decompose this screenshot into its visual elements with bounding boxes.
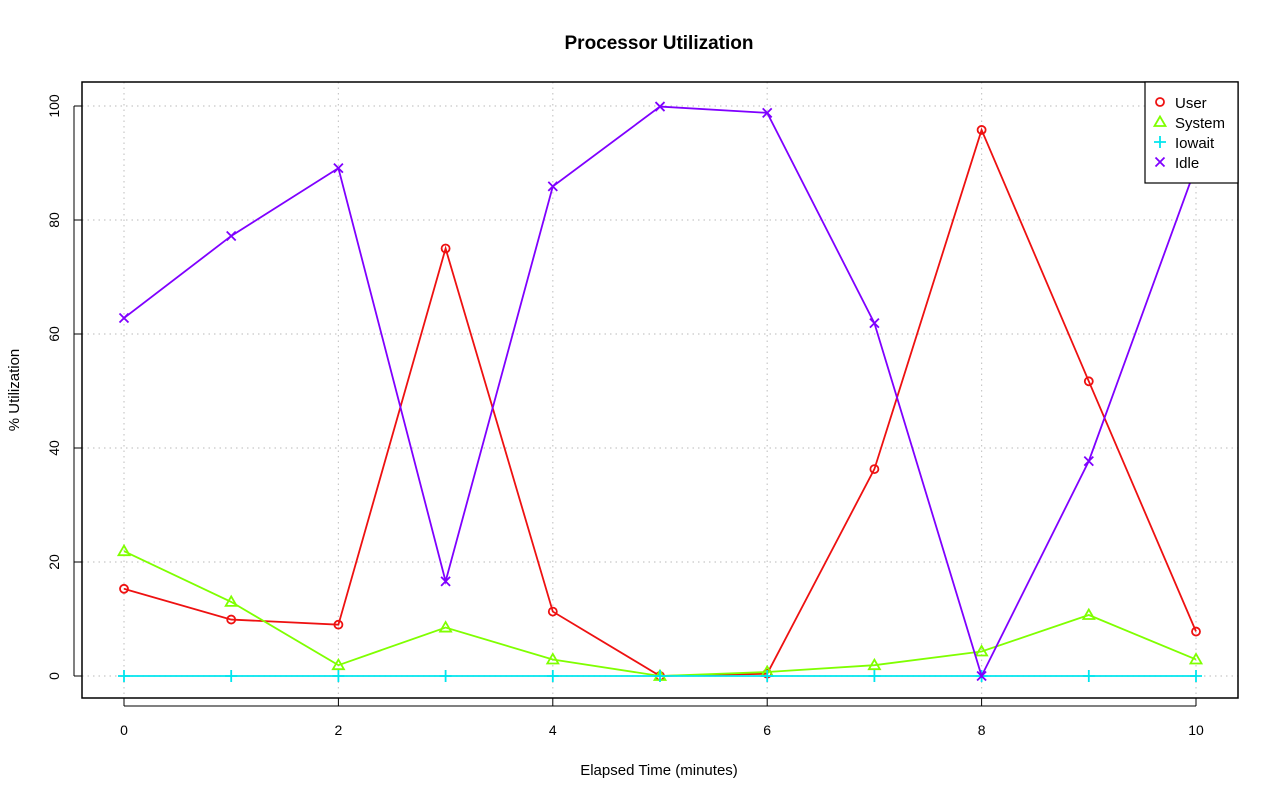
data-point-user <box>226 614 237 625</box>
data-point-idle <box>654 101 666 112</box>
data-point-iowait <box>439 670 452 682</box>
data-point-user <box>119 583 129 594</box>
series-iowait <box>118 670 1202 682</box>
y-tick-label: 0 <box>46 672 62 680</box>
data-point-iowait <box>1082 670 1095 682</box>
data-point-idle <box>333 162 344 174</box>
data-point-user <box>333 619 344 630</box>
x-tick-label: 6 <box>763 722 771 738</box>
y-tick-label: 60 <box>46 326 62 342</box>
data-point-idle <box>547 181 558 192</box>
data-point-iowait <box>868 670 881 682</box>
legend: User System Iowait Idle <box>1144 81 1239 184</box>
plot-frame <box>81 81 1239 699</box>
series-user <box>119 125 1201 681</box>
data-point-user <box>1083 376 1094 387</box>
y-tick-label: 40 <box>46 440 62 456</box>
data-point-user <box>440 243 451 254</box>
data-point-iowait <box>761 670 774 682</box>
data-point-user <box>869 464 880 474</box>
legend-marker-iowait <box>1154 136 1166 148</box>
x-tick-label: 8 <box>978 722 986 738</box>
x-axis-label: Elapsed Time (minutes) <box>580 762 738 779</box>
data-point-iowait <box>225 670 238 682</box>
x-tick-label: 4 <box>549 722 557 738</box>
data-point-iowait <box>654 670 666 682</box>
data-point-system <box>1081 607 1096 620</box>
series-line-user <box>123 127 1197 677</box>
data-point-user <box>1191 626 1201 637</box>
data-point-idle <box>762 107 773 118</box>
data-point-idle <box>226 230 237 242</box>
chart-title: Processor Utilization <box>565 33 754 54</box>
data-point-idle <box>976 670 987 682</box>
data-point-idle <box>440 576 451 587</box>
data-point-system <box>331 657 346 671</box>
series-system <box>116 543 1204 681</box>
series-layer <box>116 101 1204 682</box>
x-tick-label: 10 <box>1188 722 1204 738</box>
data-point-system <box>545 652 560 665</box>
x-tick-label: 2 <box>335 722 343 738</box>
legend-label-idle: Idle <box>1175 155 1199 172</box>
data-point-iowait <box>332 670 345 682</box>
data-point-idle <box>118 312 130 324</box>
data-point-iowait <box>546 670 559 682</box>
data-point-idle <box>869 318 880 329</box>
legend-marker-system <box>1152 114 1168 127</box>
data-point-iowait <box>118 670 130 682</box>
data-point-user <box>976 125 987 135</box>
data-point-system <box>867 657 882 671</box>
series-line-idle <box>123 105 1197 679</box>
legend-marker-idle <box>1154 156 1166 168</box>
data-point-system <box>438 620 453 633</box>
data-point-system <box>1188 652 1204 665</box>
data-point-system <box>116 543 132 557</box>
data-point-iowait <box>1190 670 1202 682</box>
series-idle <box>118 101 1202 682</box>
legend-label-user: User <box>1175 95 1207 112</box>
data-point-user <box>547 606 558 617</box>
y-tick-label: 80 <box>46 212 62 228</box>
x-tick-label: 0 <box>120 722 128 738</box>
legend-label-iowait: Iowait <box>1175 135 1215 152</box>
data-point-system <box>974 644 989 657</box>
y-tick-label: 100 <box>46 94 62 118</box>
grid <box>82 82 1238 698</box>
y-axis-label: % Utilization <box>6 349 23 432</box>
y-tick-label: 20 <box>46 554 62 570</box>
legend-label-system: System <box>1175 115 1225 132</box>
data-point-idle <box>1083 455 1094 467</box>
data-point-system <box>224 594 239 607</box>
legend-marker-user <box>1155 97 1165 107</box>
